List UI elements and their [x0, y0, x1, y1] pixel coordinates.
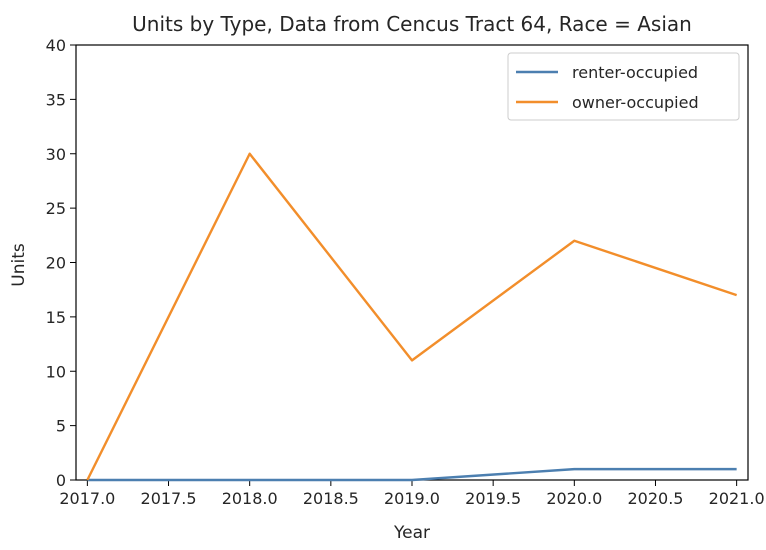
- y-tick-label: 35: [46, 90, 66, 109]
- y-tick-label: 5: [56, 417, 66, 436]
- y-tick-label: 15: [46, 308, 66, 327]
- legend-box: [507, 52, 740, 121]
- y-tick-label: 10: [46, 362, 66, 381]
- series-lines: [86, 152, 738, 482]
- y-tick-label: 0: [56, 471, 66, 490]
- x-tick-label: 2017.0: [59, 489, 115, 508]
- x-tick-label: 2018.5: [303, 489, 359, 508]
- x-axis: 2017.0 2017.5 2018.0 2018.5 2019.0 2019.5 2020…: [59, 480, 765, 508]
- x-tick-label: 2017.5: [141, 489, 197, 508]
- y-tick-label: 40: [46, 36, 66, 55]
- y-tick-label: 30: [46, 145, 66, 164]
- x-tick-label: 2020.5: [627, 489, 683, 508]
- x-tick-label: 2018.0: [222, 489, 278, 508]
- legend: renter-occupied owner-occupied: [507, 52, 740, 121]
- y-tick-label: 20: [46, 254, 66, 273]
- legend-label: renter-occupied: [572, 63, 698, 82]
- y-axis-label: Units: [9, 243, 29, 287]
- legend-label: owner-occupied: [572, 93, 699, 112]
- y-axis: 0 5 10 15 20 25 30 35 40: [46, 36, 76, 490]
- y-tick-label: 25: [46, 199, 66, 218]
- x-tick-label: 2020.0: [546, 489, 602, 508]
- x-axis-label: Year: [393, 523, 430, 543]
- x-tick-label: 2021.0: [709, 489, 765, 508]
- chart-title: Units by Type, Data from Cencus Tract 64…: [132, 12, 692, 36]
- series-line-renter-occupied: [87, 467, 737, 482]
- series-line-owner-occupied: [86, 152, 738, 481]
- x-tick-label: 2019.5: [465, 489, 521, 508]
- x-tick-label: 2019.0: [384, 489, 440, 508]
